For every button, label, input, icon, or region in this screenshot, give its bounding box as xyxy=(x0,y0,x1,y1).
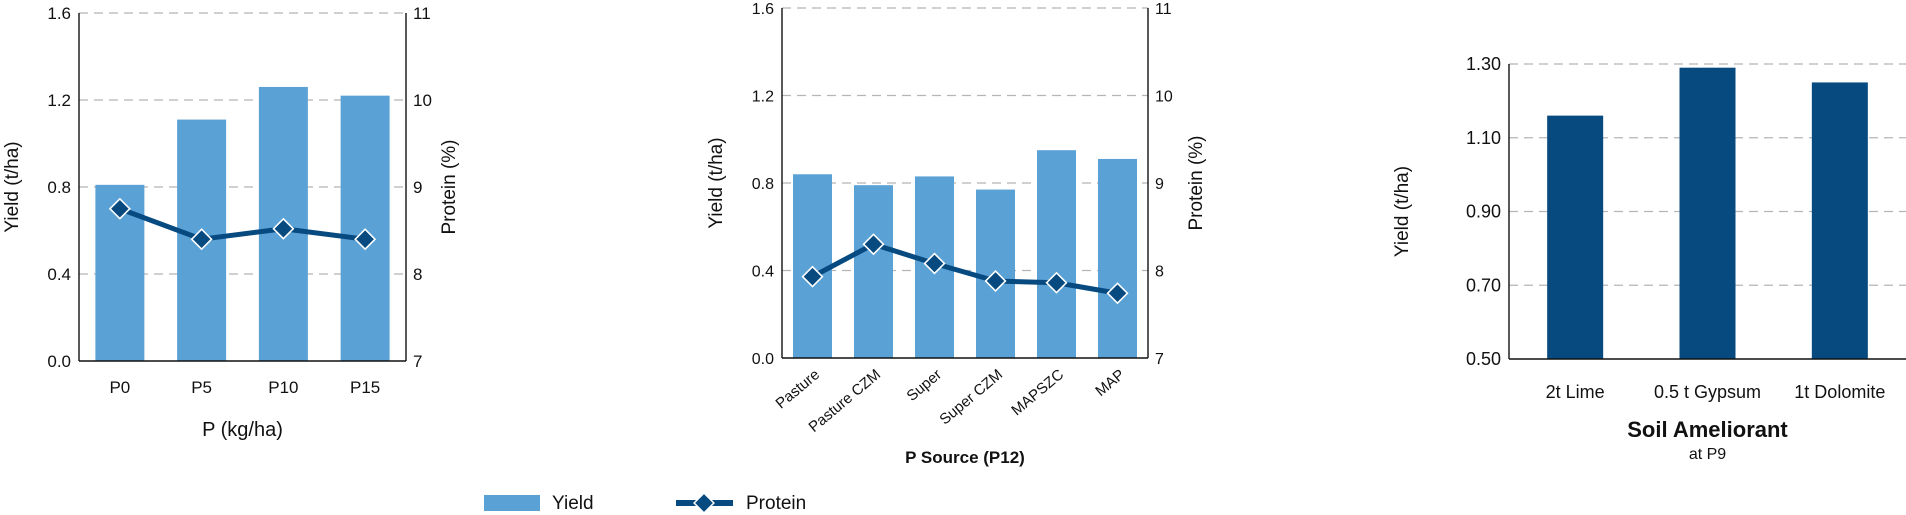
x-axis-label: P (kg/ha) xyxy=(202,419,283,441)
protein-marker-super-czm xyxy=(984,269,1007,293)
y2-axis-label: Protein (%) xyxy=(1186,135,1207,230)
x-tick-label: P0 xyxy=(109,378,130,397)
y-tick-label: 0.50 xyxy=(1466,349,1501,369)
protein-line xyxy=(119,206,366,242)
y2-tick-label: 8 xyxy=(1155,264,1164,281)
protein-marker-pasture xyxy=(801,265,824,288)
chart-yield-protein-by-p-source: 0.0 0.4 0.8 1.2 1.6 7 8 9 10 11 Protein (%) Pasture… xyxy=(706,1,1207,467)
bar-pasture-czm xyxy=(854,185,893,358)
y2-tick-label: 11 xyxy=(413,4,431,23)
y-tick-label: 1.6 xyxy=(47,4,71,23)
protein-marker-p10 xyxy=(272,217,295,240)
y2-tick-label: 7 xyxy=(413,352,422,371)
y-tick-label: 0.70 xyxy=(1466,275,1501,295)
y-tick-label: 0.0 xyxy=(47,352,71,371)
x-tick-label: MAP xyxy=(1092,366,1128,400)
y2-tick-label: 8 xyxy=(413,265,422,284)
x-axis-label: Soil Ameliorant xyxy=(1627,417,1788,442)
protein-marker-pasture-czm xyxy=(862,233,885,256)
y-axis-label: Yield (t/ha) xyxy=(1392,166,1413,257)
y-tick-label: 1.30 xyxy=(1466,54,1501,74)
protein-marker-p15 xyxy=(354,228,377,251)
y-tick-label: 1.6 xyxy=(752,1,774,18)
y-tick-label: 0.90 xyxy=(1466,202,1501,222)
y2-tick-label: 10 xyxy=(413,91,432,110)
y-tick-label: 1.10 xyxy=(1466,128,1501,148)
bar-mapszc xyxy=(1037,150,1076,358)
protein-marker-p5 xyxy=(190,228,213,251)
y2-tick-label: 9 xyxy=(1155,176,1164,193)
legend: Yield Protein xyxy=(484,492,806,514)
x-axis-sublabel: at P9 xyxy=(1689,446,1726,463)
y2-tick-label: 11 xyxy=(1155,1,1172,18)
y-tick-label: 0.0 xyxy=(752,351,774,368)
x-axis-label: P Source (P12) xyxy=(905,448,1025,467)
bar-0-5-t-gypsum xyxy=(1679,67,1736,359)
y-tick-label: 0.8 xyxy=(752,176,774,193)
y2-tick-label: 7 xyxy=(1155,351,1164,368)
bar-1t-dolomite xyxy=(1811,82,1868,359)
protein-marker-map xyxy=(1106,282,1129,305)
x-tick-label: P5 xyxy=(191,378,212,397)
x-tick-label: Super CZM xyxy=(936,366,1006,428)
protein-marker-p0 xyxy=(108,197,131,220)
x-tick-label: P15 xyxy=(350,378,380,397)
x-tick-label: 2t Lime xyxy=(1546,382,1605,402)
x-tick-label: 1t Dolomite xyxy=(1794,382,1885,402)
y-axis-label: Yield (t/ha) xyxy=(2,141,23,232)
y-tick-label: 0.4 xyxy=(752,264,774,281)
legend-protein-label: Protein xyxy=(746,493,806,514)
chart-yield-by-soil-ameliorant: 0.50 0.70 0.90 1.10 1.30 2t Lime 0.5 t Gypsum 1… xyxy=(1392,54,1906,463)
bar-map xyxy=(1098,158,1137,358)
protein-marker-mapszc xyxy=(1045,271,1068,294)
y2-tick-label: 10 xyxy=(1155,89,1173,106)
bar-2t-lime xyxy=(1547,115,1604,359)
x-tick-label: Pasture xyxy=(773,366,824,412)
protein-line xyxy=(811,241,1118,296)
y2-axis-label: Protein (%) xyxy=(439,139,460,234)
y-tick-label: 0.8 xyxy=(47,178,71,197)
chart-yield-protein-by-p-rate: 0.0 0.4 0.8 1.2 1.6 7 8 9 10 11 Protein (%) P0 P5 P10… xyxy=(2,4,460,441)
y-axis-label: Yield (t/ha) xyxy=(706,137,727,228)
x-tick-label: P10 xyxy=(268,378,298,397)
legend-yield-label: Yield xyxy=(552,493,594,514)
y2-tick-label: 9 xyxy=(413,178,422,197)
legend-yield-swatch xyxy=(484,495,540,511)
y-tick-label: 0.4 xyxy=(47,265,71,284)
y-tick-label: 1.2 xyxy=(752,89,774,106)
x-tick-label: MAPSZC xyxy=(1008,366,1067,419)
x-tick-label: Super xyxy=(903,366,945,405)
x-tick-label: 0.5 t Gypsum xyxy=(1654,382,1761,402)
y-tick-label: 1.2 xyxy=(47,91,71,110)
legend-protein-diamond-icon xyxy=(693,492,715,514)
protein-marker-super xyxy=(923,252,946,275)
